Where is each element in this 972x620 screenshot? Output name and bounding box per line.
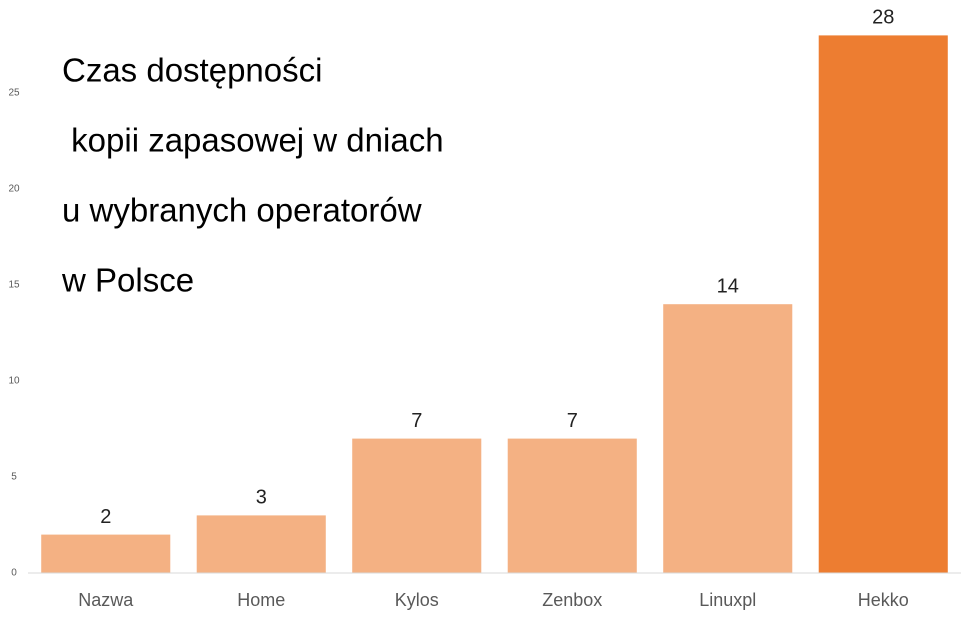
data-label: 2 bbox=[100, 506, 111, 528]
bar bbox=[41, 534, 171, 573]
chart-title: kopii zapasowej w dniach bbox=[62, 122, 444, 159]
bar bbox=[196, 515, 326, 573]
x-tick-label: Hekko bbox=[858, 590, 909, 610]
data-label: 3 bbox=[256, 487, 267, 509]
y-tick-label: 0 bbox=[11, 568, 17, 579]
y-tick-label: 15 bbox=[8, 280, 20, 291]
bar bbox=[663, 304, 793, 573]
y-tick-label: 10 bbox=[8, 376, 20, 387]
x-tick-label: Home bbox=[237, 590, 285, 610]
chart-title: w Polsce bbox=[61, 262, 194, 299]
data-label: 7 bbox=[411, 410, 422, 432]
y-tick-label: 30 bbox=[8, 0, 20, 3]
x-tick-label: Linuxpl bbox=[699, 590, 756, 610]
y-tick-label: 25 bbox=[8, 88, 20, 99]
chart-title: u wybranych operatorów bbox=[62, 192, 422, 229]
chart-title: Czas dostępności bbox=[62, 52, 322, 89]
bar bbox=[818, 35, 948, 573]
x-tick-label: Kylos bbox=[395, 590, 439, 610]
data-label: 14 bbox=[717, 275, 739, 297]
y-tick-label: 20 bbox=[8, 184, 20, 195]
y-tick-label: 5 bbox=[11, 472, 17, 483]
bar bbox=[352, 438, 482, 573]
bar bbox=[507, 438, 637, 573]
x-tick-label: Zenbox bbox=[542, 590, 602, 610]
data-label: 28 bbox=[872, 7, 894, 29]
x-tick-label: Nazwa bbox=[78, 590, 134, 610]
data-label: 7 bbox=[567, 410, 578, 432]
